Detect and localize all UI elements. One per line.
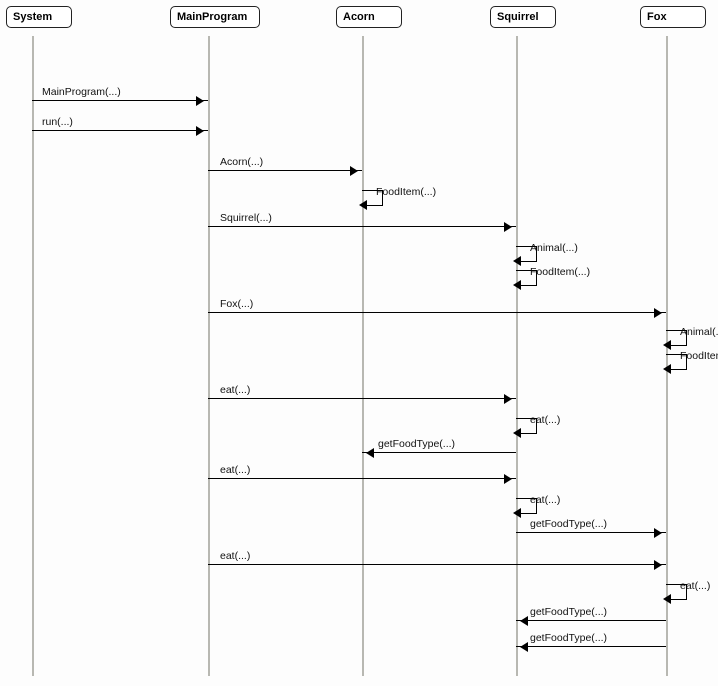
lifeline-system bbox=[32, 36, 34, 676]
self-message-14 bbox=[516, 498, 537, 514]
message-label-4: Squirrel(...) bbox=[220, 212, 272, 224]
self-message-9 bbox=[666, 354, 687, 370]
self-message-3 bbox=[362, 190, 383, 206]
self-message-17 bbox=[666, 584, 687, 600]
message-arrow-1 bbox=[32, 130, 208, 131]
message-label-0: MainProgram(...) bbox=[42, 86, 121, 98]
message-label-1: run(...) bbox=[42, 116, 73, 128]
message-label-12: getFoodType(...) bbox=[378, 438, 455, 450]
message-arrow-10 bbox=[208, 398, 516, 399]
self-message-11 bbox=[516, 418, 537, 434]
message-label-6: FoodItem(...) bbox=[530, 266, 590, 278]
actor-fox: Fox bbox=[640, 6, 706, 28]
message-arrow-18 bbox=[516, 620, 666, 621]
actor-squirrel: Squirrel bbox=[490, 6, 556, 28]
message-arrow-15 bbox=[516, 532, 666, 533]
self-message-5 bbox=[516, 246, 537, 262]
message-label-13: eat(...) bbox=[220, 464, 250, 476]
actor-mainprogram: MainProgram bbox=[170, 6, 260, 28]
message-label-10: eat(...) bbox=[220, 384, 250, 396]
message-arrow-7 bbox=[208, 312, 666, 313]
message-label-19: getFoodType(...) bbox=[530, 632, 607, 644]
message-label-2: Acorn(...) bbox=[220, 156, 263, 168]
actor-system: System bbox=[6, 6, 72, 28]
message-label-7: Fox(...) bbox=[220, 298, 253, 310]
message-arrow-16 bbox=[208, 564, 666, 565]
self-message-8 bbox=[666, 330, 687, 346]
message-arrow-13 bbox=[208, 478, 516, 479]
message-arrow-0 bbox=[32, 100, 208, 101]
self-message-6 bbox=[516, 270, 537, 286]
message-label-3: FoodItem(...) bbox=[376, 186, 436, 198]
message-label-15: getFoodType(...) bbox=[530, 518, 607, 530]
sequence-diagram: System MainProgram Acorn Squirrel Fox MainPro… bbox=[0, 0, 718, 686]
lifeline-acorn bbox=[362, 36, 364, 676]
message-label-16: eat(...) bbox=[220, 550, 250, 562]
message-label-18: getFoodType(...) bbox=[530, 606, 607, 618]
message-arrow-19 bbox=[516, 646, 666, 647]
message-arrow-12 bbox=[362, 452, 516, 453]
message-label-5: Animal(...) bbox=[530, 242, 578, 254]
message-arrow-2 bbox=[208, 170, 362, 171]
message-arrow-4 bbox=[208, 226, 516, 227]
actor-acorn: Acorn bbox=[336, 6, 402, 28]
lifeline-squirrel bbox=[516, 36, 518, 676]
